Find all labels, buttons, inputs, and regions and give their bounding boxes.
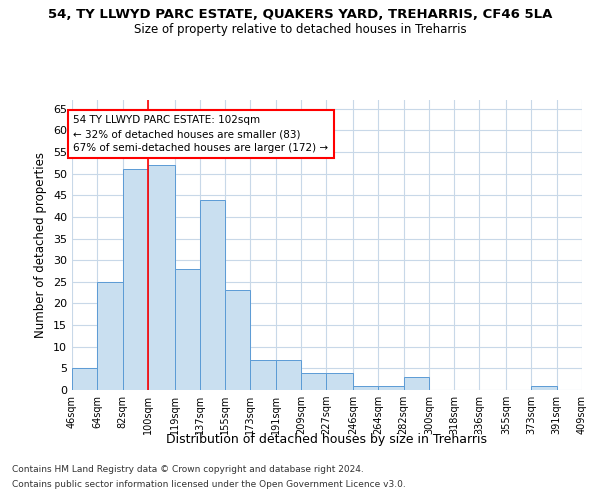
Bar xyxy=(122,170,148,390)
Bar xyxy=(326,372,353,390)
Text: Size of property relative to detached houses in Treharris: Size of property relative to detached ho… xyxy=(134,22,466,36)
Bar xyxy=(97,282,122,390)
Text: 54, TY LLWYD PARC ESTATE, QUAKERS YARD, TREHARRIS, CF46 5LA: 54, TY LLWYD PARC ESTATE, QUAKERS YARD, … xyxy=(48,8,552,20)
Text: Contains HM Land Registry data © Crown copyright and database right 2024.: Contains HM Land Registry data © Crown c… xyxy=(12,465,364,474)
Bar xyxy=(301,372,326,390)
Text: Contains public sector information licensed under the Open Government Licence v3: Contains public sector information licen… xyxy=(12,480,406,489)
Bar xyxy=(225,290,250,390)
Bar xyxy=(175,269,200,390)
Bar xyxy=(532,386,557,390)
Text: Distribution of detached houses by size in Treharris: Distribution of detached houses by size … xyxy=(167,432,487,446)
Text: 54 TY LLWYD PARC ESTATE: 102sqm
← 32% of detached houses are smaller (83)
67% of: 54 TY LLWYD PARC ESTATE: 102sqm ← 32% of… xyxy=(73,115,329,153)
Bar xyxy=(72,368,97,390)
Bar xyxy=(276,360,301,390)
Bar xyxy=(378,386,404,390)
Bar xyxy=(148,165,175,390)
Bar xyxy=(250,360,276,390)
Bar xyxy=(200,200,225,390)
Y-axis label: Number of detached properties: Number of detached properties xyxy=(34,152,47,338)
Bar xyxy=(353,386,378,390)
Bar xyxy=(404,377,429,390)
